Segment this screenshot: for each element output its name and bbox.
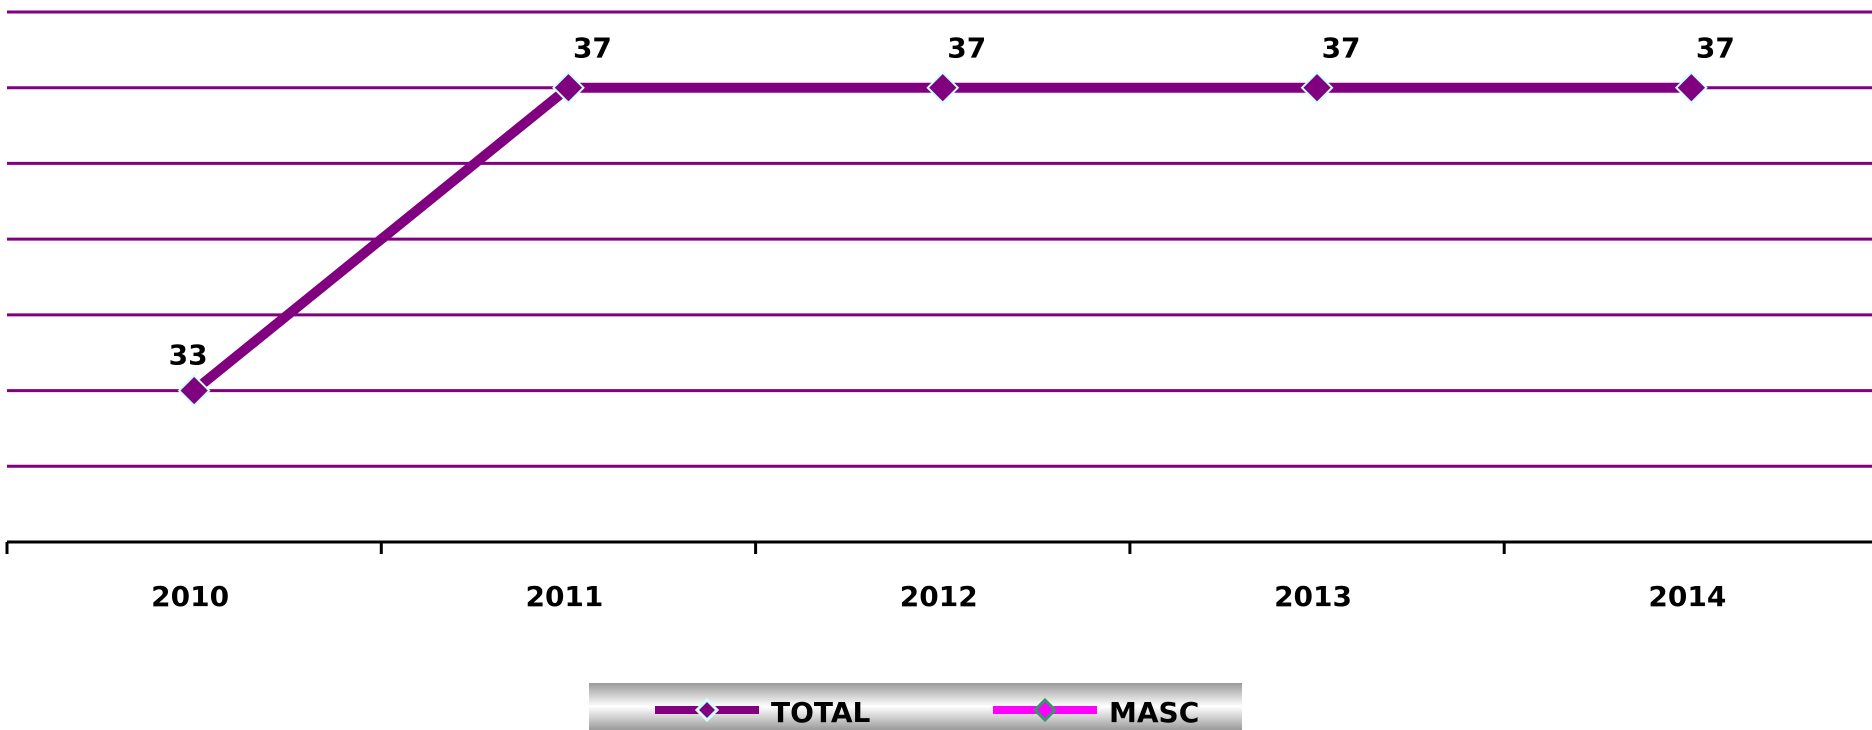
marker	[552, 71, 585, 105]
legend-marker	[694, 697, 720, 723]
marker	[1300, 71, 1334, 105]
marker	[1674, 71, 1708, 105]
marker	[926, 71, 960, 105]
x-tick-label: 2013	[1274, 580, 1352, 613]
legend-label: MASC	[1109, 696, 1199, 729]
data-label: 37	[573, 32, 612, 65]
data-label: 37	[947, 32, 986, 65]
data-label: 37	[1322, 32, 1361, 65]
x-tick-label: 2012	[900, 580, 978, 613]
legend-label: TOTAL	[771, 696, 870, 729]
x-tick-label: 2011	[525, 580, 603, 613]
marker	[177, 374, 211, 407]
legend-marker	[1032, 697, 1058, 723]
x-tick-label: 2014	[1648, 580, 1726, 613]
data-label: 37	[1696, 32, 1735, 65]
data-label: 33	[169, 339, 208, 372]
x-tick-label: 2010	[151, 580, 229, 613]
